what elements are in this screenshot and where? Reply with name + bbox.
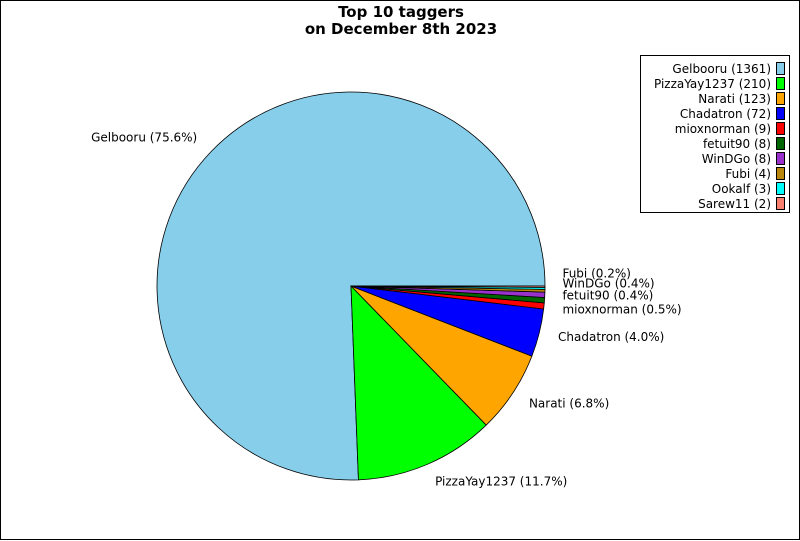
legend-swatch (776, 92, 785, 105)
legend-swatch (776, 152, 785, 165)
pie-label-gelbooru: Gelbooru (75.6%) (91, 131, 197, 145)
pie-label-narati: Narati (6.8%) (529, 396, 609, 410)
legend-swatch (776, 197, 785, 210)
chart-title: Top 10 taggers on December 8th 2023 (1, 4, 800, 38)
legend-entry-gelbooru: Gelbooru (1361) (672, 61, 785, 76)
legend-entry-windgo: WinDGo (8) (702, 151, 785, 166)
legend-entry-fetuit90: fetuit90 (8) (703, 136, 785, 151)
pie-label-pizzayay1237: PizzaYay1237 (11.7%) (435, 475, 567, 489)
legend-swatch (776, 107, 785, 120)
chart-title-line-2: on December 8th 2023 (304, 20, 498, 38)
pie-label-fetuit90: fetuit90 (0.4%) (562, 289, 653, 303)
legend-label: Chadatron (72) (679, 106, 771, 121)
legend-entry-sarew11: Sarew11 (2) (698, 196, 785, 211)
legend-swatch (776, 77, 785, 90)
legend-entry-mioxnorman: mioxnorman (9) (675, 121, 785, 136)
legend-label: Gelbooru (1361) (672, 61, 771, 76)
pie-slice-pizzayay1237 (350, 284, 487, 481)
legend-label: Ookalf (3) (711, 181, 771, 196)
legend-label: Fubi (4) (725, 166, 771, 181)
legend-label: fetuit90 (8) (702, 136, 771, 151)
legend-label: Sarew11 (2) (698, 196, 771, 211)
chart-title-line-1: Top 10 taggers (338, 3, 464, 21)
legend-entry-chadatron: Chadatron (72) (680, 106, 785, 121)
pie-label-fubi: Fubi (0.2%) (562, 267, 630, 281)
legend-swatch (776, 122, 785, 135)
pie-slice-sarew11 (350, 285, 546, 288)
legend-swatch (776, 182, 785, 195)
chart-legend: Gelbooru (1361) PizzaYay1237 (210) Narati … (640, 55, 790, 213)
legend-entry-fubi: Fubi (4) (725, 166, 785, 181)
legend-label: mioxnorman (9) (674, 121, 771, 136)
legend-swatch (776, 137, 785, 150)
legend-swatch (776, 167, 785, 180)
legend-label: Narati (123) (698, 91, 771, 106)
legend-swatch (776, 62, 785, 75)
legend-entry-narati: Narati (123) (698, 91, 785, 106)
pie-slice-gelbooru (156, 91, 546, 481)
legend-label: WinDGo (8) (701, 151, 771, 166)
legend-entry-pizzayay1237: PizzaYay1237 (210) (654, 76, 785, 91)
pie-label-windgo: WinDGo (0.4%) (562, 277, 654, 291)
pie-label-chadatron: Chadatron (4.0%) (558, 330, 664, 344)
legend-label: PizzaYay1237 (210) (653, 76, 771, 91)
legend-entry-ookalf: Ookalf (3) (712, 181, 785, 196)
pie-label-mioxnorman: mioxnorman (0.5%) (562, 303, 681, 317)
